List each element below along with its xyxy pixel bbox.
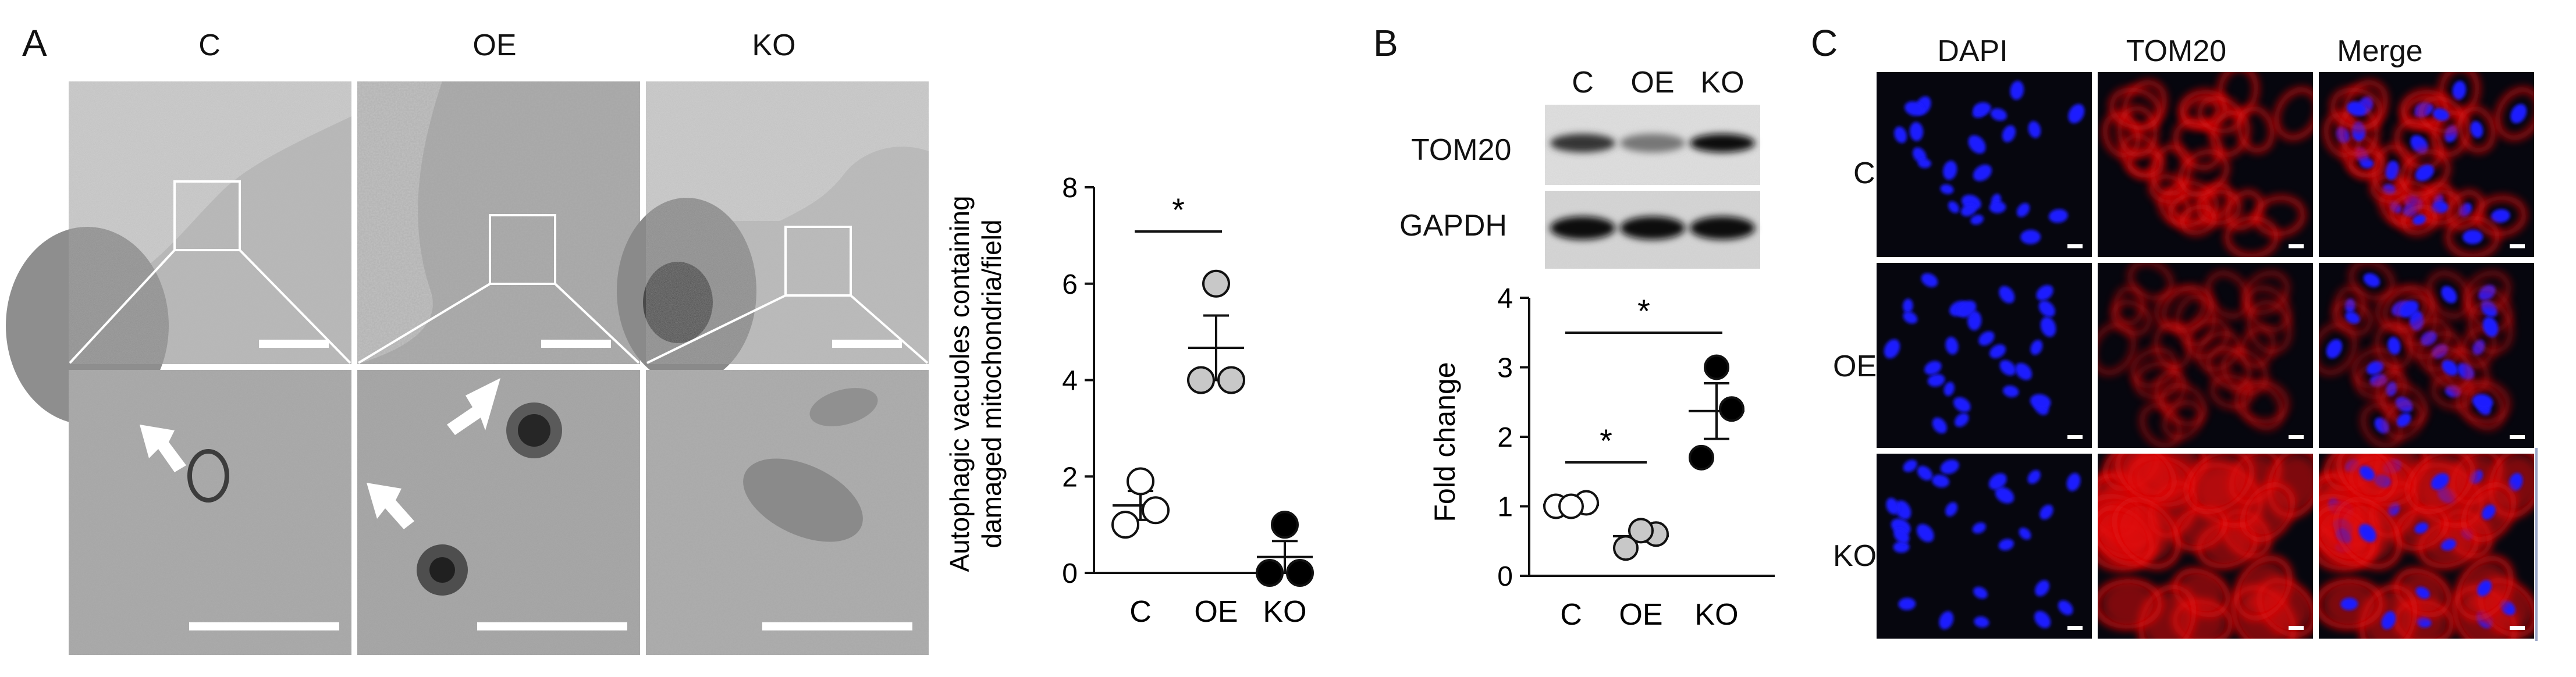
x-tick-label: KO [1694,598,1738,632]
em-top-ko [617,81,929,384]
data-point [1187,366,1215,394]
significance-marker: * [1172,191,1185,228]
data-point [1286,559,1314,587]
y-tick-label: 2 [1062,462,1078,493]
panel-label-b: B [1373,22,1398,64]
x-tick-label: C [1129,595,1152,629]
em-top-c [6,81,351,425]
data-point [1202,269,1230,298]
scale-bar [2289,626,2304,630]
x-tick-label: OE [1194,595,1238,629]
scale-bar [2289,435,2304,439]
y-tick-label: 0 [1062,558,1078,589]
chart-a-ylabel-line1: Autophagic vacuoles containing [944,195,975,572]
fluor-tile-oe-dapi [1877,263,2092,448]
blot-row-label-tom20: TOM20 [1411,133,1512,167]
fluor-row-label-c: C [1853,156,1875,190]
blot-lane-label-oe: OE [1630,66,1675,99]
blot-band [1690,134,1755,152]
data-point [1558,493,1584,519]
panel-label-c: C [1811,22,1838,64]
data-point [1271,511,1299,539]
blot-lane-label-c: C [1572,66,1594,99]
data-point [1704,354,1729,380]
data-point [1127,467,1154,496]
data-point [1111,511,1139,539]
fluor-tile-ko-tom20 [2098,454,2313,639]
arrow-icon [447,378,500,435]
y-tick-label: 3 [1497,353,1513,384]
scale-bar [2289,244,2304,248]
blot-band [1620,134,1685,152]
fluor-tile-ko-merge [2319,454,2534,639]
y-tick-label: 4 [1062,366,1078,397]
blot-lane-label-ko: KO [1700,66,1744,99]
scale-bar [477,622,627,630]
y-tick-label: 8 [1062,173,1078,204]
y-tick-label: 2 [1497,422,1513,453]
arrow-icon [140,425,186,472]
em-column-label-oe: OE [472,28,517,62]
em-top-oe [357,81,640,364]
fluor-tile-c-tom20 [2098,72,2313,257]
data-point [1628,518,1654,544]
scale-bar [762,622,912,630]
scale-bar [2510,626,2525,630]
data-point [1256,559,1284,587]
panel-label-a: A [22,22,47,64]
blot-band [1550,216,1615,240]
y-tick-label: 0 [1497,561,1513,592]
em-column-label-ko: KO [752,28,796,62]
fluor-row-label-ko: KO [1833,539,1877,573]
fluor-column-label-tom20: TOM20 [2126,34,2227,68]
fluor-row-label-oe: OE [1833,350,1877,383]
x-tick-label: C [1560,598,1582,632]
blot-band [1620,216,1685,240]
fluor-tile-c-merge [2319,72,2534,257]
significance-marker: * [1637,293,1650,329]
em-column-label-c: C [198,28,221,62]
blot-row-label-gapdh: GAPDH [1399,209,1507,243]
chart-b-ylabel: Fold change [1429,362,1461,522]
y-tick-label: 1 [1497,492,1513,523]
arrow-icon [367,483,414,529]
blot-band [1690,216,1755,240]
fluor-tile-ko-dapi [1877,454,2092,639]
x-tick-label: KO [1263,595,1306,629]
fluor-tile-oe-tom20 [2098,263,2313,448]
scale-bar [259,340,329,348]
scale-bar [2510,435,2525,439]
em-bottom-c [69,370,351,655]
y-tick-label: 6 [1062,269,1078,300]
data-point [1217,366,1245,394]
fluor-tile-oe-merge [2319,263,2534,448]
em-bottom-ko [646,370,929,655]
y-tick-label: 4 [1497,283,1513,314]
fluor-tile-c-dapi [1877,72,2092,257]
data-point [1142,496,1170,525]
x-tick-label: OE [1619,598,1662,632]
blot-band [1550,134,1615,152]
data-point [1719,396,1744,422]
scale-bar [2067,626,2083,630]
fluor-column-label-dapi: DAPI [1937,34,2008,68]
significance-marker: * [1600,422,1612,459]
scale-bar [832,340,902,348]
data-point [1613,535,1639,561]
scale-bar [2067,244,2083,248]
data-point [1689,444,1714,471]
scale-bar [189,622,339,630]
scale-bar [2510,244,2525,248]
arrow-icon-group [140,378,500,529]
fluor-column-label-merge: Merge [2337,34,2423,68]
scale-bar [541,340,611,348]
scale-bar [2067,435,2083,439]
chart-a-ylabel-line2: damaged mitochondria/field [976,219,1007,548]
